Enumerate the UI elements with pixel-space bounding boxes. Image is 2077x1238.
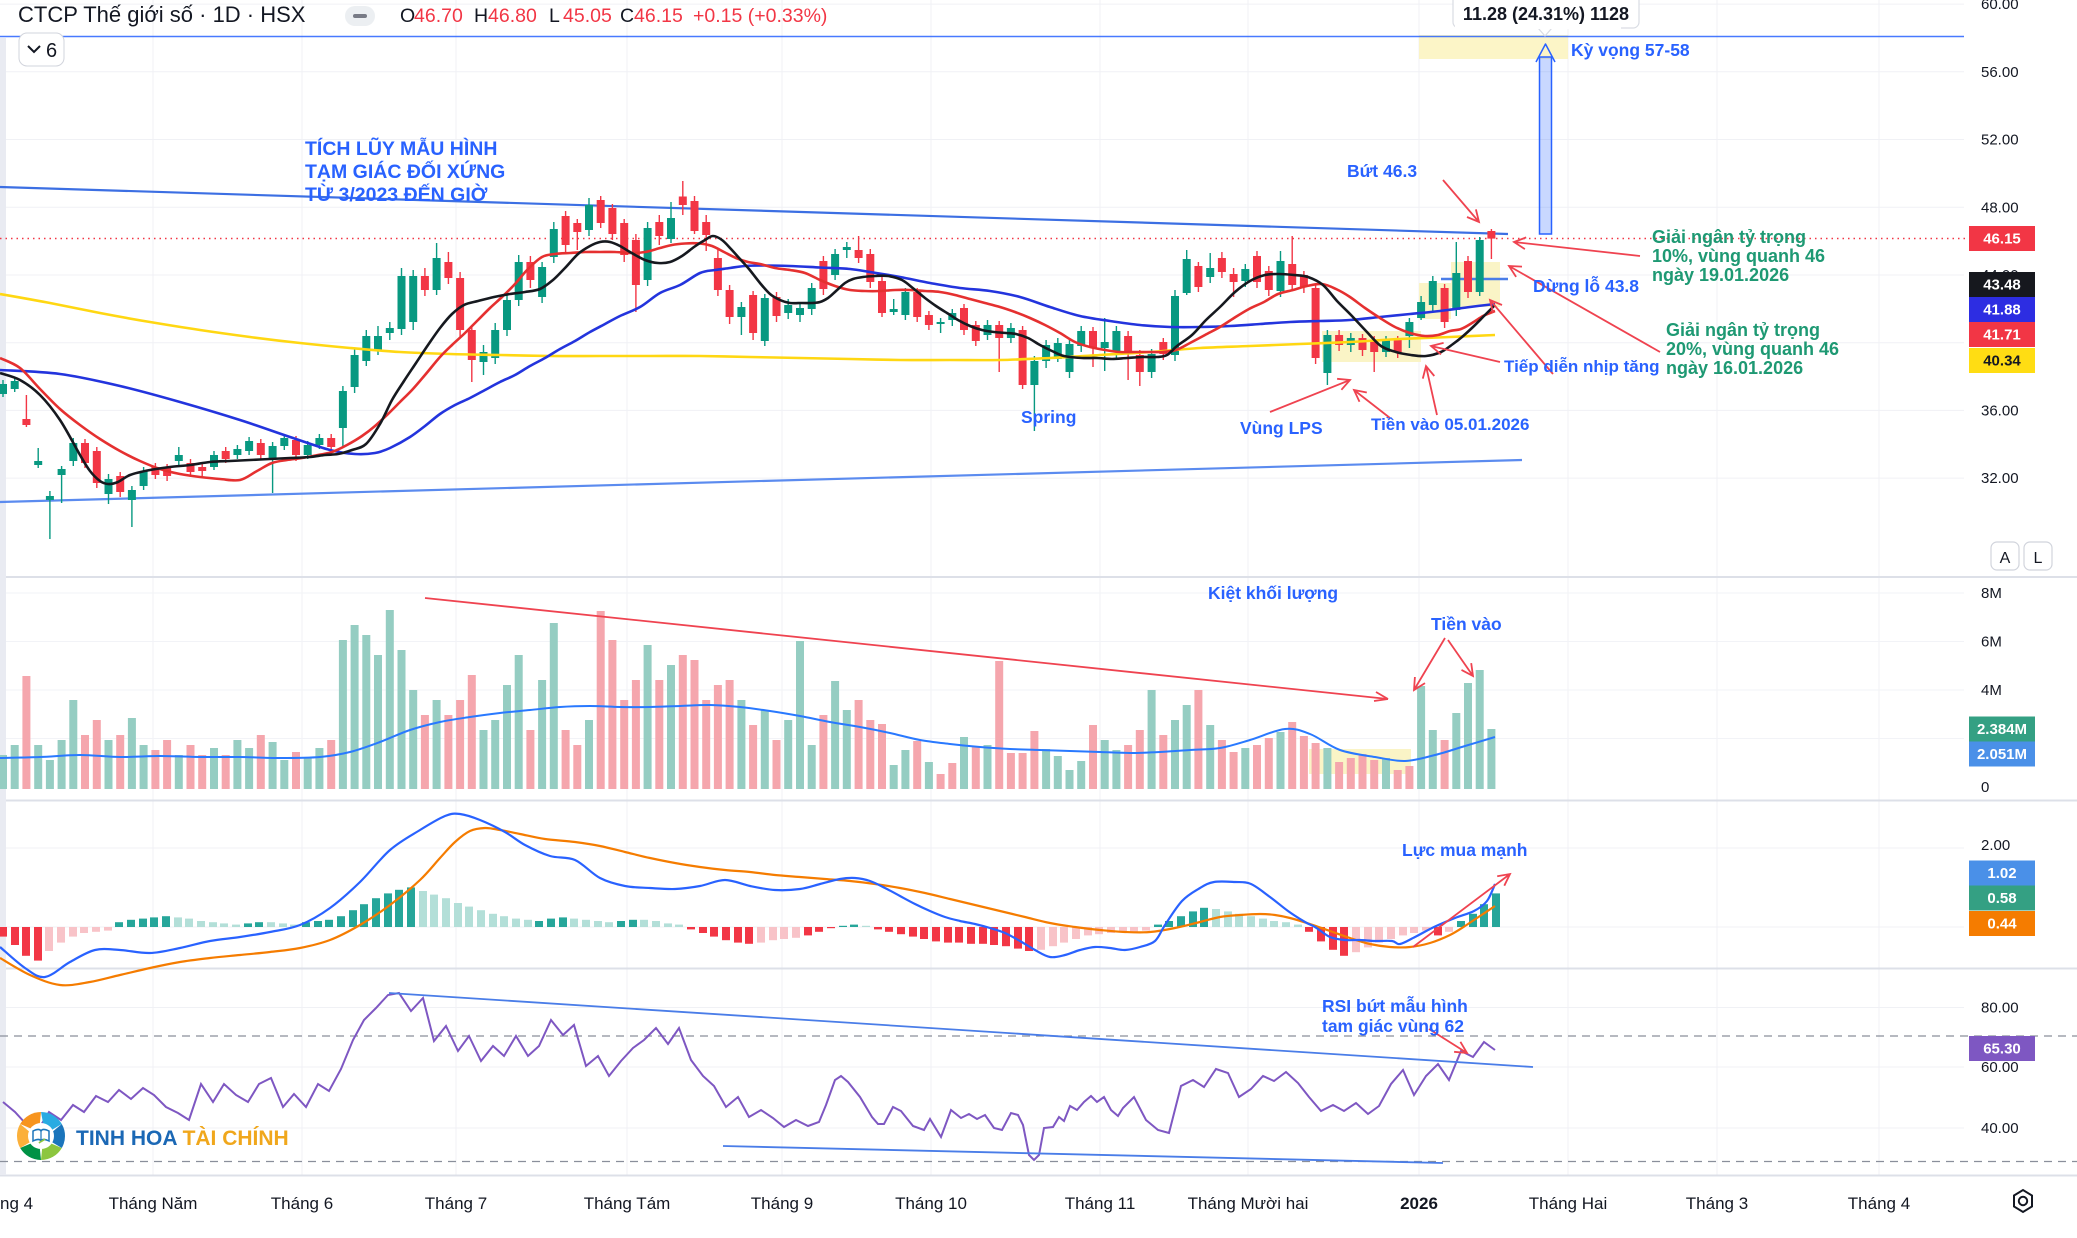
svg-text:Tiền vào: Tiền vào	[1431, 614, 1502, 634]
svg-text:L: L	[2034, 550, 2043, 567]
svg-text:H: H	[474, 5, 488, 27]
svg-text:80.00: 80.00	[1981, 1000, 2019, 1017]
svg-text:56.00: 56.00	[1981, 64, 2019, 81]
svg-text:Giải ngân tỷ trọng: Giải ngân tỷ trọng	[1666, 320, 1820, 340]
svg-text:TINH HOA TÀI CHÍNH: TINH HOA TÀI CHÍNH	[76, 1127, 289, 1150]
svg-text:Tháng Năm: Tháng Năm	[109, 1194, 198, 1213]
svg-text:Lực mua mạnh: Lực mua mạnh	[1402, 840, 1527, 860]
svg-text:43.48: 43.48	[1983, 277, 2021, 294]
svg-text:Spring: Spring	[1021, 407, 1076, 427]
svg-text:2026: 2026	[1400, 1194, 1438, 1213]
svg-text:Tháng 7: Tháng 7	[425, 1194, 487, 1213]
svg-text:2.051M: 2.051M	[1977, 746, 2027, 763]
svg-text:32.00: 32.00	[1981, 470, 2019, 487]
svg-text:4M: 4M	[1981, 682, 2002, 699]
svg-text:tam giác vùng 62: tam giác vùng 62	[1322, 1016, 1464, 1036]
svg-text:C: C	[620, 5, 634, 27]
svg-text:CTCP Thế giới số · 1D · HSX: CTCP Thế giới số · 1D · HSX	[18, 2, 306, 27]
svg-text:Tháng 4: Tháng 4	[1848, 1194, 1910, 1213]
svg-text:52.00: 52.00	[1981, 132, 2019, 149]
svg-text:Giải ngân tỷ trọng: Giải ngân tỷ trọng	[1652, 227, 1806, 247]
svg-text:Tiền vào 05.01.2026: Tiền vào 05.01.2026	[1371, 415, 1529, 434]
svg-text:46.15: 46.15	[634, 5, 683, 27]
svg-text:0.44: 0.44	[1987, 916, 2017, 933]
svg-text:Tháng Mười hai: Tháng Mười hai	[1188, 1194, 1309, 1213]
svg-text:10%, vùng quanh 46: 10%, vùng quanh 46	[1652, 246, 1825, 266]
svg-text:A: A	[2000, 550, 2011, 567]
svg-text:2.00: 2.00	[1981, 837, 2010, 854]
svg-text:40.34: 40.34	[1983, 353, 2021, 370]
svg-text:Tháng 3: Tháng 3	[1686, 1194, 1748, 1213]
svg-text:45.05: 45.05	[563, 5, 612, 27]
svg-text:41.71: 41.71	[1983, 327, 2021, 344]
svg-text:TỪ 3/2023 ĐẾN GIỜ: TỪ 3/2023 ĐẾN GIỜ	[305, 182, 488, 206]
svg-text:Tháng 9: Tháng 9	[751, 1194, 813, 1213]
svg-text:36.00: 36.00	[1981, 402, 2019, 419]
svg-text:Kiệt khối lượng: Kiệt khối lượng	[1208, 583, 1338, 603]
svg-text:11.28 (24.31%) 1128: 11.28 (24.31%) 1128	[1463, 4, 1629, 24]
svg-text:Tháng 11: Tháng 11	[1065, 1194, 1136, 1213]
svg-text:46.80: 46.80	[488, 5, 537, 27]
svg-text:1.02: 1.02	[1987, 865, 2016, 882]
svg-text:Tháng Hai: Tháng Hai	[1529, 1194, 1607, 1213]
svg-text:ng 4: ng 4	[0, 1194, 33, 1213]
svg-text:+0.15 (+0.33%): +0.15 (+0.33%)	[693, 5, 827, 27]
svg-text:6: 6	[46, 40, 57, 62]
svg-text:RSI bứt mẫu hình: RSI bứt mẫu hình	[1322, 995, 1468, 1016]
svg-text:0: 0	[1981, 779, 1989, 796]
svg-text:L: L	[549, 5, 560, 27]
svg-text:TÍCH LŨY MẪU HÌNH: TÍCH LŨY MẪU HÌNH	[305, 136, 497, 160]
svg-text:65.30: 65.30	[1983, 1041, 2021, 1058]
svg-text:0.58: 0.58	[1987, 890, 2016, 907]
svg-text:41.88: 41.88	[1983, 302, 2021, 319]
svg-text:Tháng 10: Tháng 10	[895, 1194, 967, 1213]
svg-text:ngày 19.01.2026: ngày 19.01.2026	[1652, 265, 1789, 285]
svg-text:8M: 8M	[1981, 585, 2002, 602]
svg-text:Bứt 46.3: Bứt 46.3	[1347, 161, 1417, 181]
svg-text:ngày 16.01.2026: ngày 16.01.2026	[1666, 358, 1803, 378]
svg-text:40.00: 40.00	[1981, 1120, 2019, 1137]
svg-text:6M: 6M	[1981, 634, 2002, 651]
svg-text:TẠM GIÁC ĐỐI XỨNG: TẠM GIÁC ĐỐI XỨNG	[305, 159, 505, 183]
svg-text:Dừng lỗ 43.8: Dừng lỗ 43.8	[1533, 275, 1639, 296]
svg-text:48.00: 48.00	[1981, 199, 2019, 216]
svg-text:Tháng 6: Tháng 6	[271, 1194, 333, 1213]
svg-text:Kỳ vọng 57-58: Kỳ vọng 57-58	[1571, 40, 1690, 60]
svg-text:46.15: 46.15	[1983, 231, 2021, 248]
svg-text:20%, vùng quanh 46: 20%, vùng quanh 46	[1666, 339, 1839, 359]
svg-text:60.00: 60.00	[1981, 1059, 2019, 1076]
svg-text:60.00: 60.00	[1981, 0, 2019, 13]
svg-text:Tiếp diễn nhịp tăng: Tiếp diễn nhịp tăng	[1504, 357, 1660, 376]
svg-text:O: O	[400, 5, 415, 27]
svg-text:2.384M: 2.384M	[1977, 721, 2027, 738]
svg-text:Vùng LPS: Vùng LPS	[1240, 418, 1323, 438]
svg-text:Tháng Tám: Tháng Tám	[584, 1194, 671, 1213]
svg-text:46.70: 46.70	[414, 5, 463, 27]
